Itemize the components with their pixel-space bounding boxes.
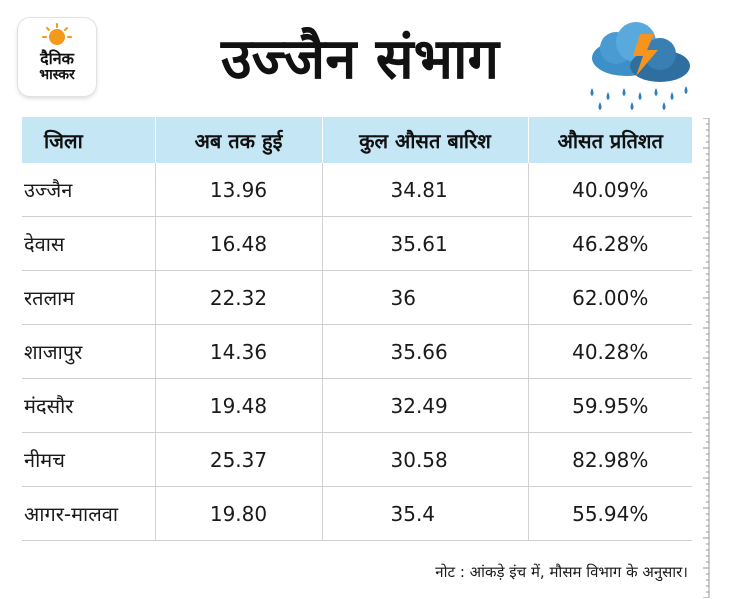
district-cell: देवास — [22, 216, 155, 271]
average-rainfall-cell: 36 — [321, 270, 528, 325]
average-percent-cell: 46.28% — [527, 216, 692, 271]
rainfall-so-far-cell: 25.37 — [154, 432, 322, 487]
rainfall-so-far-cell: 19.48 — [154, 378, 322, 433]
district-cell: आगर-मालवा — [22, 486, 155, 541]
table-row: मंदसौर 19.48 32.49 59.95% — [22, 378, 692, 433]
average-rainfall-cell: 35.61 — [321, 216, 528, 271]
average-percent-cell: 59.95% — [527, 378, 692, 433]
average-rainfall-cell: 32.49 — [321, 378, 528, 433]
table-row: रतलाम 22.32 36 62.00% — [22, 270, 692, 325]
table-row: नीमच 25.37 30.58 82.98% — [22, 432, 692, 487]
district-cell: रतलाम — [22, 270, 155, 325]
district-cell: उज्जैन — [22, 163, 155, 217]
average-percent-cell: 55.94% — [527, 486, 692, 541]
average-percent-cell: 82.98% — [527, 432, 692, 487]
column-header: औसत प्रतिशत — [527, 117, 692, 163]
side-ruler — [703, 118, 710, 598]
rainfall-so-far-cell: 22.32 — [154, 270, 322, 325]
table-row: आगर-मालवा 19.80 35.4 55.94% — [22, 486, 692, 541]
rainfall-so-far-cell: 14.36 — [154, 324, 322, 379]
average-percent-cell: 62.00% — [527, 270, 692, 325]
rainfall-table: जिला अब तक हुई कुल औसत बारिश औसत प्रतिशत… — [22, 117, 692, 541]
average-percent-cell: 40.09% — [527, 163, 692, 217]
table-row: देवास 16.48 35.61 46.28% — [22, 216, 692, 271]
footer-note: नोट : आंकड़े इंच में, मौसम विभाग के अनुस… — [435, 563, 688, 581]
column-header: कुल औसत बारिश — [321, 117, 528, 163]
page-title: उज्जैन संभाग — [220, 27, 500, 92]
average-rainfall-cell: 35.66 — [321, 324, 528, 379]
rainfall-so-far-cell: 13.96 — [154, 163, 322, 217]
rainfall-so-far-cell: 19.80 — [154, 486, 322, 541]
table-header-row: जिला अब तक हुई कुल औसत बारिश औसत प्रतिशत — [22, 117, 692, 163]
rain-cloud-lightning-icon — [590, 22, 690, 110]
district-cell: नीमच — [22, 432, 155, 487]
column-header: अब तक हुई — [154, 117, 322, 163]
logo-text-line2: भास्कर — [39, 67, 75, 83]
rainfall-so-far-cell: 16.48 — [154, 216, 322, 271]
table-row: उज्जैन 13.96 34.81 40.09% — [22, 163, 692, 217]
average-percent-cell: 40.28% — [527, 324, 692, 379]
logo-wordmark: दैनिक भास्कर — [18, 50, 96, 84]
table-row: शाजापुर 14.36 35.66 40.28% — [22, 324, 692, 379]
average-rainfall-cell: 35.4 — [321, 486, 528, 541]
average-rainfall-cell: 30.58 — [321, 432, 528, 487]
district-cell: मंदसौर — [22, 378, 155, 433]
column-header: जिला — [22, 117, 155, 163]
logo-text-line1: दैनिक — [40, 49, 74, 68]
district-cell: शाजापुर — [22, 324, 155, 379]
average-rainfall-cell: 34.81 — [321, 163, 528, 217]
sun-logo-icon — [42, 23, 72, 45]
dainik-bhaskar-logo: दैनिक भास्कर — [18, 18, 96, 96]
